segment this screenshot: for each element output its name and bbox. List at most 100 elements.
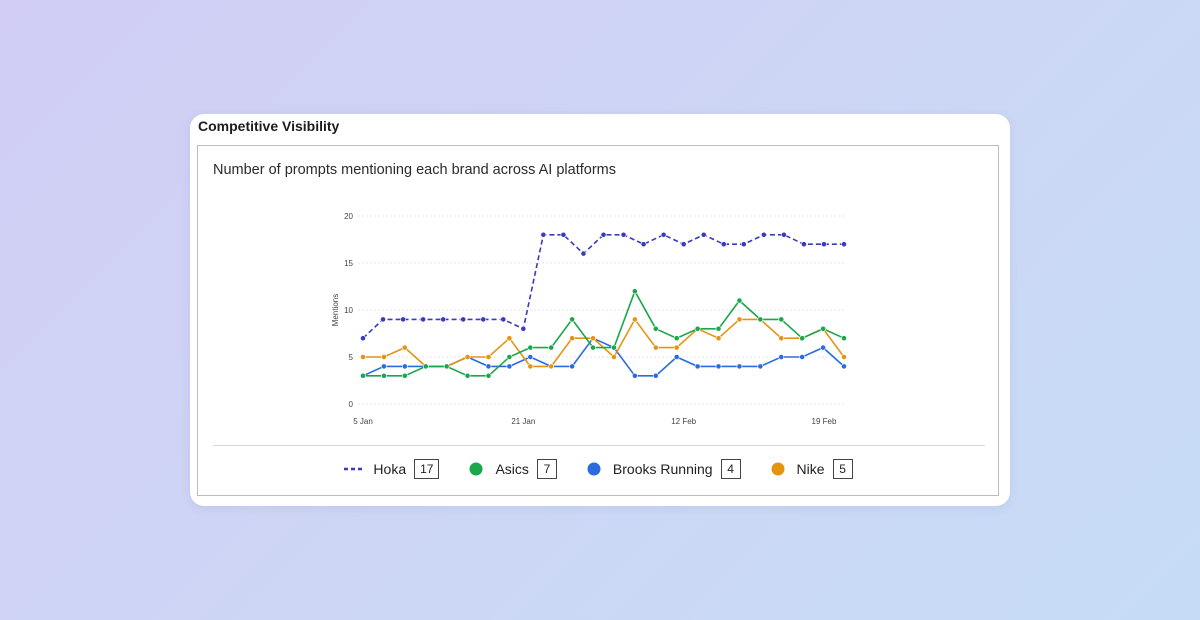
legend-item-nike[interactable]: Nike 5 (767, 459, 853, 479)
legend-label: Asics (495, 461, 529, 477)
data-point-asics (506, 354, 513, 360)
data-point-asics (401, 372, 408, 379)
data-point-brooks-running (569, 363, 576, 370)
data-point-hoka (460, 316, 467, 323)
data-point-hoka (360, 335, 366, 342)
circle-icon (469, 462, 483, 476)
data-point-asics (422, 363, 429, 370)
line-chart: 0 5 10 15 20 Mentions 5 Jan 21 Jan 12 Feb 19 Feb (331, 212, 847, 426)
data-point-asics (611, 344, 617, 351)
data-point-brooks-running (799, 354, 806, 360)
data-point-brooks-running (820, 344, 826, 351)
data-point-hoka (780, 231, 787, 238)
data-point-nike (673, 344, 680, 351)
chart-legend: Hoka 17 Asics 7 Brooks Running 4 Nike 5 (198, 459, 998, 479)
data-point-hoka (720, 241, 727, 248)
y-tick-label: 20 (344, 212, 353, 221)
data-point-asics (485, 372, 492, 379)
data-point-nike (590, 335, 596, 342)
data-point-asics (590, 344, 596, 351)
data-point-asics (443, 363, 450, 370)
data-point-asics (527, 344, 534, 351)
legend-item-asics[interactable]: Asics 7 (465, 459, 557, 479)
data-point-brooks-running (757, 363, 764, 370)
y-tick-label: 15 (344, 259, 353, 268)
data-point-asics (381, 372, 387, 379)
data-point-asics (820, 325, 826, 332)
series-line-hoka (362, 233, 844, 339)
data-point-hoka (620, 231, 627, 238)
data-point-asics (360, 372, 366, 379)
data-point-nike (631, 316, 638, 323)
data-point-nike (360, 354, 366, 360)
data-point-brooks-running (841, 363, 847, 370)
data-point-brooks-running (527, 354, 534, 360)
data-point-brooks-running (715, 363, 722, 370)
data-point-hoka (760, 231, 767, 238)
data-point-nike (464, 354, 471, 360)
data-point-hoka (520, 325, 527, 332)
data-point-asics (464, 372, 471, 379)
data-point-asics (631, 288, 638, 295)
data-point-hoka (801, 241, 807, 248)
data-point-brooks-running (485, 363, 492, 370)
data-point-asics (757, 316, 764, 323)
data-point-hoka (740, 241, 747, 248)
data-point-hoka (420, 316, 427, 323)
data-point-asics (673, 335, 680, 342)
legend-count-badge: 17 (414, 459, 440, 479)
legend-count-badge: 5 (832, 459, 853, 479)
y-tick-label: 0 (349, 400, 354, 409)
legend-item-hoka[interactable]: Hoka 17 (343, 459, 440, 479)
data-point-hoka (400, 316, 406, 323)
data-point-hoka (480, 316, 487, 323)
data-point-hoka (440, 316, 447, 323)
x-tick-label: 21 Jan (511, 417, 535, 426)
legend-divider (213, 445, 985, 446)
data-point-nike (841, 354, 847, 360)
y-tick-label: 5 (349, 353, 354, 362)
data-point-asics (736, 297, 743, 304)
data-point-hoka (640, 241, 647, 248)
legend-label: Brooks Running (612, 461, 713, 477)
data-point-hoka (500, 316, 507, 323)
data-point-nike (715, 335, 722, 342)
data-point-brooks-running (736, 363, 743, 370)
data-point-hoka (540, 231, 547, 238)
y-axis-label: Mentions (331, 294, 340, 326)
data-point-hoka (700, 231, 707, 238)
card-title: Competitive Visibility (198, 118, 340, 134)
data-point-nike (778, 335, 785, 342)
data-point-asics (778, 316, 785, 323)
legend-item-brooks-running[interactable]: Brooks Running 4 (583, 459, 741, 479)
data-point-asics (652, 325, 659, 332)
data-point-nike (527, 363, 534, 370)
circle-icon (771, 462, 785, 476)
data-point-asics (694, 325, 701, 332)
data-point-asics (799, 335, 806, 342)
data-point-hoka (821, 241, 827, 248)
data-point-hoka (380, 316, 386, 323)
data-point-brooks-running (506, 363, 513, 370)
data-point-brooks-running (401, 363, 408, 370)
x-tick-label: 12 Feb (671, 417, 696, 426)
circle-icon (587, 462, 601, 476)
data-point-nike (652, 344, 659, 351)
x-tick-label: 5 Jan (353, 417, 373, 426)
data-point-asics (715, 325, 722, 332)
legend-count-badge: 7 (536, 459, 557, 479)
series-line-asics (363, 289, 845, 377)
data-point-hoka (660, 231, 667, 238)
chart-subtitle: Number of prompts mentioning each brand … (213, 162, 616, 178)
data-point-hoka (600, 231, 607, 238)
data-point-asics (548, 344, 555, 351)
data-point-brooks-running (631, 372, 638, 379)
data-point-nike (401, 344, 408, 351)
x-tick-label: 19 Feb (812, 417, 837, 426)
dashed-line-icon (344, 467, 365, 471)
data-point-nike (611, 354, 617, 360)
data-point-hoka (680, 241, 687, 248)
data-point-brooks-running (652, 372, 659, 379)
data-point-brooks-running (381, 363, 387, 370)
data-point-hoka (841, 241, 847, 248)
